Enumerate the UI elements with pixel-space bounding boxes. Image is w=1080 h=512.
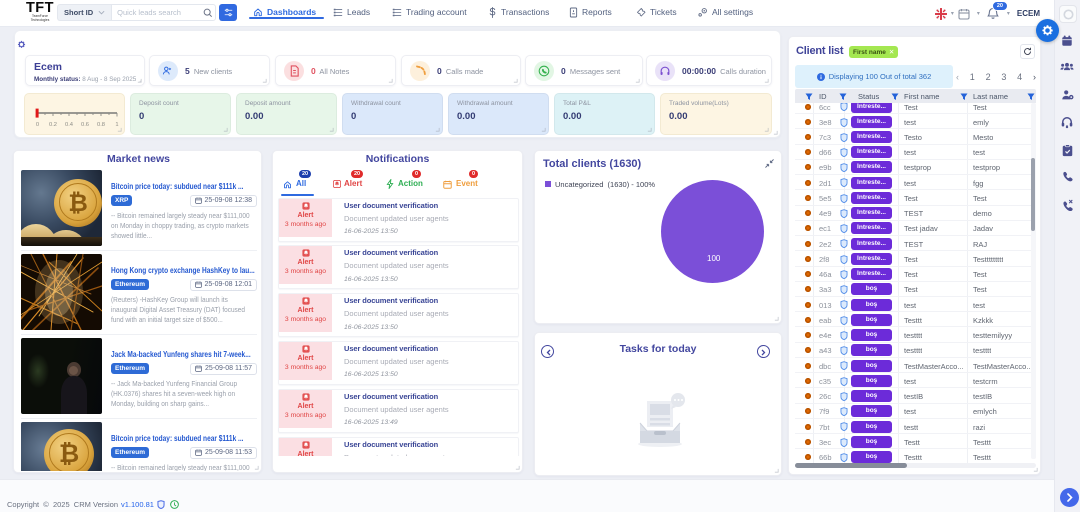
svg-text:0.6: 0.6: [81, 122, 89, 128]
svg-text:0.8: 0.8: [97, 122, 105, 128]
svg-text:0.4: 0.4: [65, 122, 74, 128]
svg-text:1: 1: [115, 122, 118, 128]
svg-text:0.2: 0.2: [49, 122, 57, 128]
svg-text:0: 0: [36, 122, 39, 128]
